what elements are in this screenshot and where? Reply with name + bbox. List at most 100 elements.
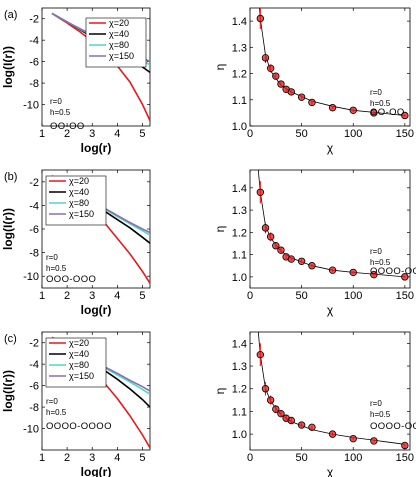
x-tick-label: 3 <box>89 452 95 464</box>
chain-annotation: OOOO-OOOO <box>46 421 112 432</box>
y-tick-label: -10 <box>23 271 39 283</box>
y-tick-label: -2 <box>29 338 39 350</box>
data-point <box>266 396 275 404</box>
data-point <box>272 72 280 80</box>
y-tick-label: -6 <box>29 57 39 69</box>
parameter-annotation: r=0 <box>370 399 382 408</box>
y-tick-label: -2 <box>29 14 39 26</box>
data-point <box>277 246 285 254</box>
x-tick-label: 4 <box>114 452 120 464</box>
y-tick-label: -4 <box>29 35 39 47</box>
data-point <box>297 93 306 101</box>
y-tick-label: 1.1 <box>232 406 247 418</box>
x-axis-label: χ <box>327 141 334 155</box>
x-axis-label: log(r) <box>81 141 112 155</box>
data-point <box>297 421 306 429</box>
panel-6: 0 50 100 150 1.0 1.1 1.2 1.3 1.4 χ η r=0 h=0.5 OOOO-O… <box>213 331 416 477</box>
data-point <box>256 14 265 23</box>
data-point <box>256 188 265 196</box>
chain-annotation: OOOO-OOOO <box>370 421 416 432</box>
y-axis-label: η <box>213 388 227 395</box>
x-axis-label: log(r) <box>81 465 112 477</box>
y-tick-label: -6 <box>29 381 39 393</box>
x-tick-label: 1 <box>39 128 45 140</box>
y-tick-label: -4 <box>29 359 39 371</box>
panel-1: 1 2 3 4 5-2-4-6-8-10log(r)log(I(r))(a)χ=20χ=… <box>1 7 151 155</box>
data-point <box>328 103 337 112</box>
data-point <box>349 106 357 114</box>
y-tick-label: -4 <box>29 200 39 212</box>
y-tick-label: 1.1 <box>232 95 247 107</box>
legend-entry: χ=20 <box>69 176 89 186</box>
y-axis-label: η <box>213 64 227 71</box>
x-tick-label: 150 <box>396 290 414 302</box>
legend-entry: χ=20 <box>109 18 129 28</box>
y-tick-label: -8 <box>29 402 39 414</box>
y-axis-label: log(I(r)) <box>1 208 15 250</box>
data-point <box>328 266 337 274</box>
data-point <box>308 98 316 107</box>
data-point <box>287 88 295 96</box>
legend-entry: χ=150 <box>69 209 94 219</box>
data-point <box>297 257 306 265</box>
data-point <box>328 430 337 438</box>
data-point <box>401 441 409 450</box>
x-tick-label: 1 <box>39 290 45 302</box>
parameter-annotation: h=0.5 <box>370 410 391 419</box>
plot-frame <box>249 331 411 451</box>
x-tick-label: 4 <box>114 290 120 302</box>
data-point <box>272 241 280 250</box>
data-point <box>277 80 285 88</box>
legend-entry: χ=80 <box>69 360 89 370</box>
parameter-annotation: r=0 <box>370 88 382 97</box>
parameter-annotation: h=0.5 <box>370 99 391 108</box>
legend-entry: χ=80 <box>69 198 89 208</box>
x-tick-label: 50 <box>295 290 307 302</box>
data-point <box>349 434 357 443</box>
data-point <box>261 54 270 62</box>
x-tick-label: 5 <box>139 128 145 140</box>
data-point <box>256 350 265 359</box>
legend-entry: χ=150 <box>109 51 134 61</box>
legend <box>85 17 147 68</box>
y-tick-label: 1.2 <box>232 69 247 81</box>
x-tick-label: 2 <box>64 290 70 302</box>
data-point <box>272 405 280 413</box>
y-tick-label: 1.3 <box>232 205 247 217</box>
y-tick-label: 1.1 <box>232 250 247 262</box>
chain-annotation: OO-OO <box>50 121 85 132</box>
x-tick-label: 0 <box>247 128 253 140</box>
y-axis-label: η <box>213 226 227 233</box>
parameter-annotation: r=0 <box>46 397 58 406</box>
parameter-annotation: r=0 <box>46 253 58 262</box>
x-tick-label: 100 <box>344 290 362 302</box>
y-tick-label: -8 <box>29 78 39 90</box>
x-tick-label: 3 <box>89 290 95 302</box>
y-tick-label: -6 <box>29 224 39 236</box>
data-point <box>308 423 316 432</box>
data-point <box>277 409 285 418</box>
panel-label: (a) <box>4 9 17 21</box>
data-point <box>261 224 270 232</box>
x-tick-label: 4 <box>114 128 120 140</box>
legend <box>45 175 107 226</box>
data-point <box>370 109 378 117</box>
panel-2: 0 50 100 150 1.0 1.1 1.2 1.3 1.4 χ η r=0 h=0.5OO-OO <box>213 7 414 155</box>
legend-entry: χ=20 <box>69 338 89 348</box>
data-point <box>401 111 409 120</box>
parameter-annotation: h=0.5 <box>46 408 67 417</box>
x-tick-label: 100 <box>344 452 362 464</box>
parameter-annotation: h=0.5 <box>50 108 71 117</box>
parameter-annotation: h=0.5 <box>370 258 391 267</box>
y-tick-label: -10 <box>23 424 39 436</box>
chain-annotation: OOO-OOO <box>46 274 96 285</box>
y-axis-label: log(I(r)) <box>1 370 15 412</box>
panel-4: 0 50 100 150 1.0 1.1 1.2 1.3 1.4 χ η r=0 h=0.5OOOO-O… <box>213 169 416 317</box>
y-tick-label: 1.0 <box>232 272 247 284</box>
x-axis-label: log(r) <box>81 303 112 317</box>
data-point <box>261 385 270 393</box>
data-point <box>308 262 316 270</box>
